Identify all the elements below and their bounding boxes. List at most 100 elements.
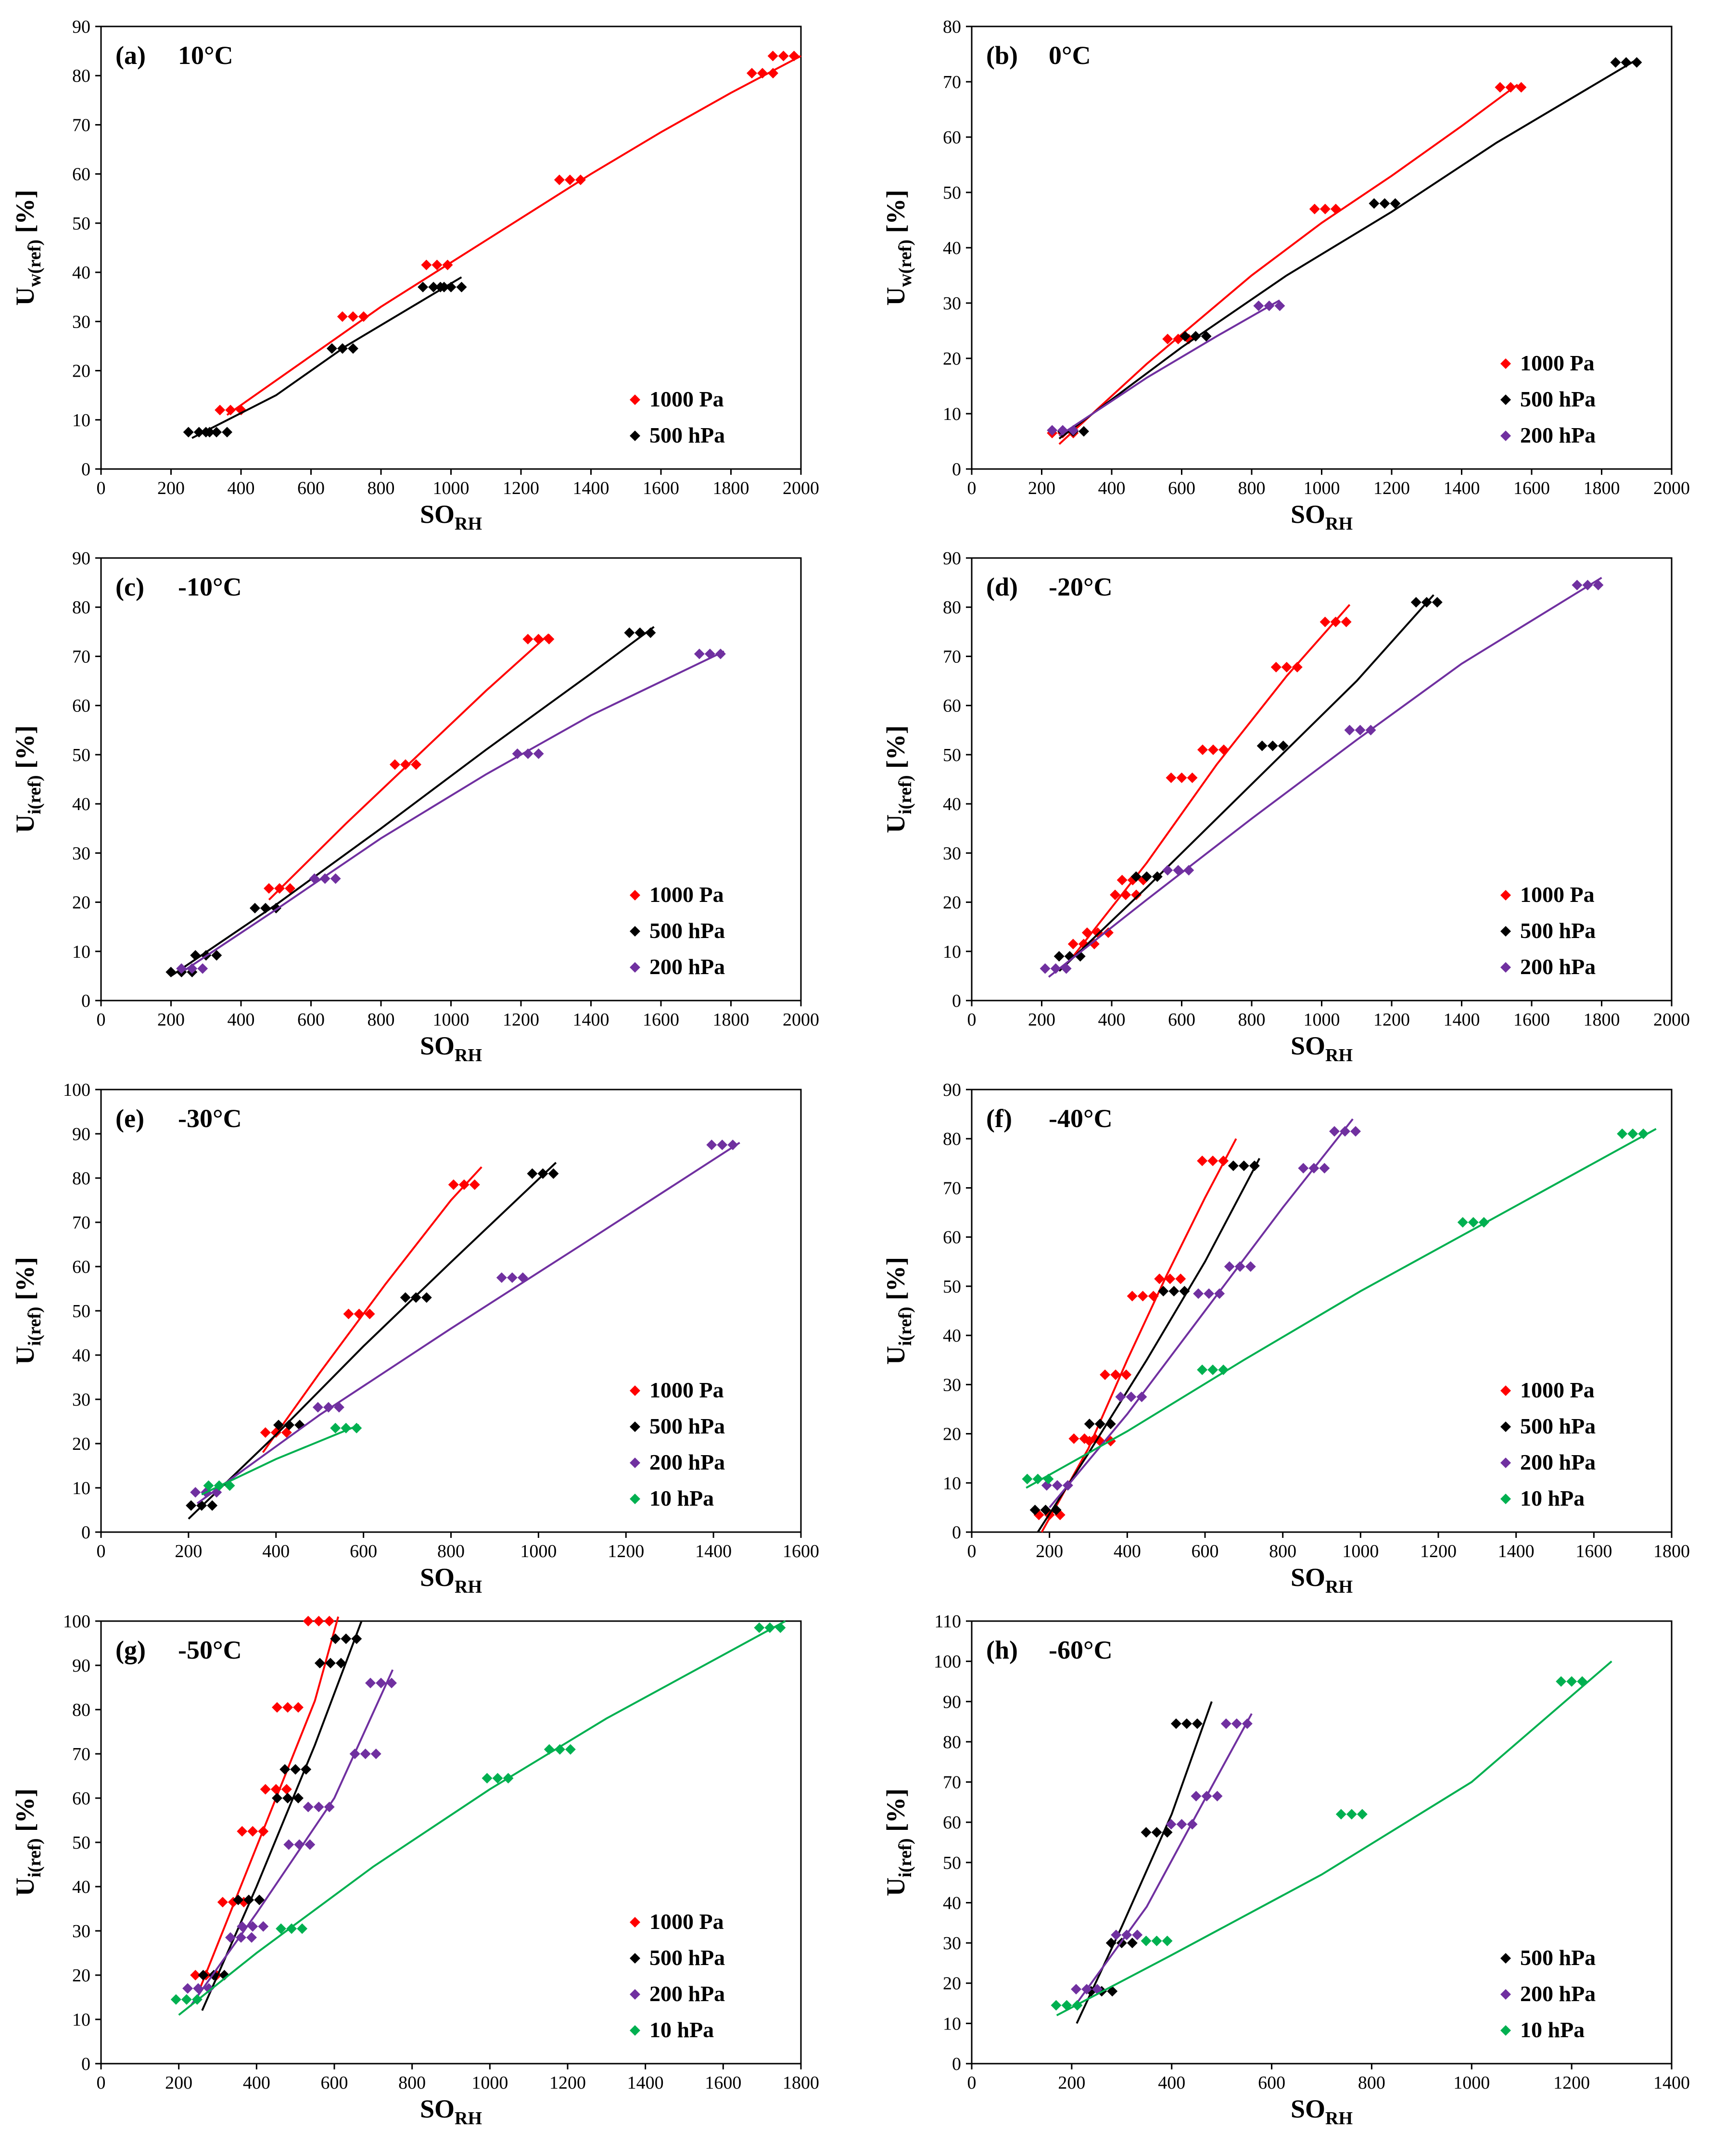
fit-line <box>1058 594 1434 972</box>
x-tick-label: 800 <box>398 2073 426 2093</box>
data-point <box>1218 1364 1229 1375</box>
data-point <box>1168 1286 1180 1297</box>
x-tick-label: 1200 <box>503 1010 539 1030</box>
data-point <box>1127 1291 1138 1302</box>
x-axis-label-sub: RH <box>455 2108 482 2129</box>
data-point <box>418 281 429 292</box>
y-tick-label: 30 <box>72 312 90 332</box>
x-tick-label: 800 <box>437 1541 465 1561</box>
y-axis-label-main: U <box>881 1877 910 1896</box>
data-point <box>1051 1505 1062 1515</box>
data-point <box>249 902 260 913</box>
data-point <box>225 405 236 416</box>
data-point <box>788 51 799 62</box>
y-tick-label: 0 <box>81 459 90 480</box>
data-point <box>1166 772 1177 783</box>
data-point <box>410 1292 421 1303</box>
y-axis-label-sub: i(ref) <box>895 1838 915 1877</box>
panel-label: (h) <box>986 1636 1018 1664</box>
x-tick-label: 1200 <box>1553 2073 1590 2093</box>
data-point <box>1617 1129 1628 1139</box>
data-point <box>1249 1160 1260 1171</box>
legend-entry: 500 hPa <box>1520 918 1596 943</box>
fit-line <box>262 1166 482 1453</box>
fit-line <box>184 650 724 971</box>
data-point <box>286 1923 297 1934</box>
data-point <box>273 1420 284 1431</box>
y-tick-label: 10 <box>72 942 90 962</box>
legend-entry: 1000 Pa <box>649 387 724 411</box>
data-point <box>324 1616 335 1626</box>
data-point <box>293 1793 304 1803</box>
data-point <box>1061 963 1072 974</box>
data-point <box>183 427 194 438</box>
data-point <box>1207 1155 1218 1167</box>
y-tick-label: 80 <box>72 1700 90 1720</box>
y-tick-label: 10 <box>943 942 961 962</box>
x-tick-label: 600 <box>1192 1541 1219 1561</box>
y-tick-label: 30 <box>72 843 90 863</box>
x-tick-label: 400 <box>1158 2073 1185 2093</box>
data-point <box>281 1784 292 1795</box>
legend: 1000 Pa 500 hPa <box>630 387 725 447</box>
data-point <box>337 343 348 354</box>
data-point <box>207 1500 218 1511</box>
series-200-hpa <box>1071 1713 1253 2004</box>
y-axis-label: Ui(ref) [%] <box>11 1788 45 1896</box>
panel-label: (c) <box>115 572 144 601</box>
data-point <box>326 343 337 354</box>
y-axis-label: Ui(ref) [%] <box>11 1257 45 1365</box>
y-axis-label-main: U <box>11 287 39 305</box>
y-axis-label-unit: [%] <box>11 190 39 240</box>
data-point <box>1162 1935 1173 1946</box>
data-point <box>330 1633 341 1644</box>
data-point <box>1218 744 1229 755</box>
x-tick-label: 1000 <box>433 478 469 498</box>
panel-temperature: 10°C <box>178 41 233 70</box>
legend-marker <box>630 1917 640 1928</box>
data-point <box>1197 1364 1208 1375</box>
series-1000-pa <box>215 51 801 416</box>
data-point <box>1214 1288 1225 1299</box>
y-tick-label: 40 <box>943 1893 961 1913</box>
x-tick-label: 1000 <box>1304 478 1340 498</box>
y-tick-label: 110 <box>934 1611 961 1632</box>
x-tick-label: 600 <box>1168 478 1195 498</box>
legend-marker <box>1500 890 1511 900</box>
panel-h: 0 10 20 30 40 50 60 70 80 90 100 110 0 200 400 600 800 10… <box>881 1611 1690 2129</box>
legend-marker <box>1500 962 1511 973</box>
fit-line <box>1048 577 1602 978</box>
legend-entry: 200 hPa <box>1520 423 1596 447</box>
data-point <box>1103 927 1114 938</box>
data-point <box>1191 1790 1202 1801</box>
data-point <box>224 1480 235 1491</box>
data-point <box>1379 198 1390 209</box>
data-point <box>270 1784 281 1795</box>
x-tick-label: 200 <box>165 2073 192 2093</box>
y-tick-label: 70 <box>943 1773 961 1793</box>
data-point <box>260 1427 271 1438</box>
data-point <box>512 748 523 759</box>
x-axis-label-sub: RH <box>1325 514 1353 534</box>
data-point <box>1190 331 1201 342</box>
data-point <box>1577 1676 1588 1687</box>
legend-entry: 10 hPa <box>1520 2017 1585 2042</box>
y-tick-label: 10 <box>943 2014 961 2034</box>
data-point <box>290 1764 301 1775</box>
x-tick-label: 1400 <box>1498 1541 1535 1561</box>
data-point <box>1621 57 1632 68</box>
data-point <box>448 1179 459 1190</box>
fit-line <box>188 1162 557 1520</box>
data-point <box>1051 2000 1062 2011</box>
data-point <box>1350 1126 1361 1137</box>
data-point <box>544 634 555 645</box>
panel-label: (a) <box>115 41 146 70</box>
data-point <box>1228 1160 1239 1171</box>
y-tick-label: 100 <box>934 1652 961 1672</box>
data-point <box>1173 865 1184 876</box>
x-tick-label: 200 <box>1036 1541 1063 1561</box>
data-point <box>237 1921 248 1932</box>
data-point <box>282 1702 293 1713</box>
data-point <box>1267 740 1278 751</box>
